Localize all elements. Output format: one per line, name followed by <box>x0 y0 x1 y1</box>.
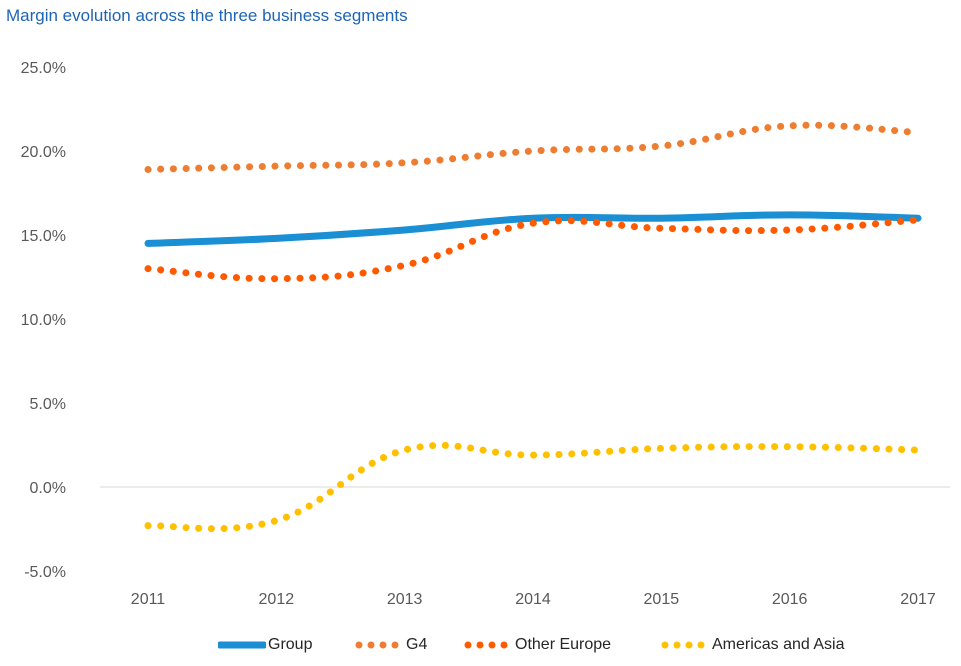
legend-swatch-other-europe <box>464 641 508 649</box>
x-tick-label: 2016 <box>772 591 808 608</box>
y-axis-ticks: 25.0% 20.0% 15.0% 10.0% 5.0% 0.0% -5.0% <box>21 60 66 581</box>
y-tick-label: 25.0% <box>21 60 66 77</box>
legend-item-group: Group <box>218 630 312 660</box>
x-tick-label: 2017 <box>900 591 936 608</box>
legend-item-other-europe: Other Europe <box>463 630 611 660</box>
y-tick-label: 20.0% <box>21 144 66 161</box>
legend-label-americas-and-asia: Americas and Asia <box>712 636 845 653</box>
x-tick-label: 2012 <box>259 591 295 608</box>
legend-swatch-g4 <box>355 641 399 649</box>
x-tick-label: 2013 <box>387 591 423 608</box>
y-tick-label: -5.0% <box>24 564 66 581</box>
y-tick-label: 10.0% <box>21 312 66 329</box>
legend-label-group: Group <box>268 636 313 653</box>
x-tick-label: 2014 <box>515 591 551 608</box>
legend-label-other-europe: Other Europe <box>515 636 612 653</box>
y-tick-label: 5.0% <box>30 396 66 413</box>
x-tick-label: 2015 <box>644 591 680 608</box>
legend-item-americas-and-asia: Americas and Asia <box>660 630 845 660</box>
line-chart: 25.0%20.0%15.0%10.0%5.0%0.0%-5.0% 2011 20… <box>21 60 950 608</box>
chart-title: Margin evolution across the three busine… <box>6 6 408 25</box>
series-line-g4 <box>144 121 922 173</box>
x-tick-label: 2011 <box>131 591 166 608</box>
x-axis-ticks: 2011 2012 2013 2014 2015 2016 2017 <box>131 591 936 608</box>
legend-swatch-group <box>218 641 266 649</box>
series-line-americas-and-asia <box>144 441 922 533</box>
series-lines <box>144 121 922 533</box>
y-tick-label: 0.0% <box>30 480 66 497</box>
series-line-group <box>144 211 922 247</box>
series-line-other-europe <box>144 216 922 283</box>
legend-label-g4: G4 <box>406 636 428 653</box>
y-tick-label: 15.0% <box>21 228 66 245</box>
legend-swatch-americas-and-asia <box>661 641 705 649</box>
legend-item-g4: G4 <box>354 630 427 660</box>
legend: Group G4 Other Europe Americas and Asia <box>0 630 961 660</box>
